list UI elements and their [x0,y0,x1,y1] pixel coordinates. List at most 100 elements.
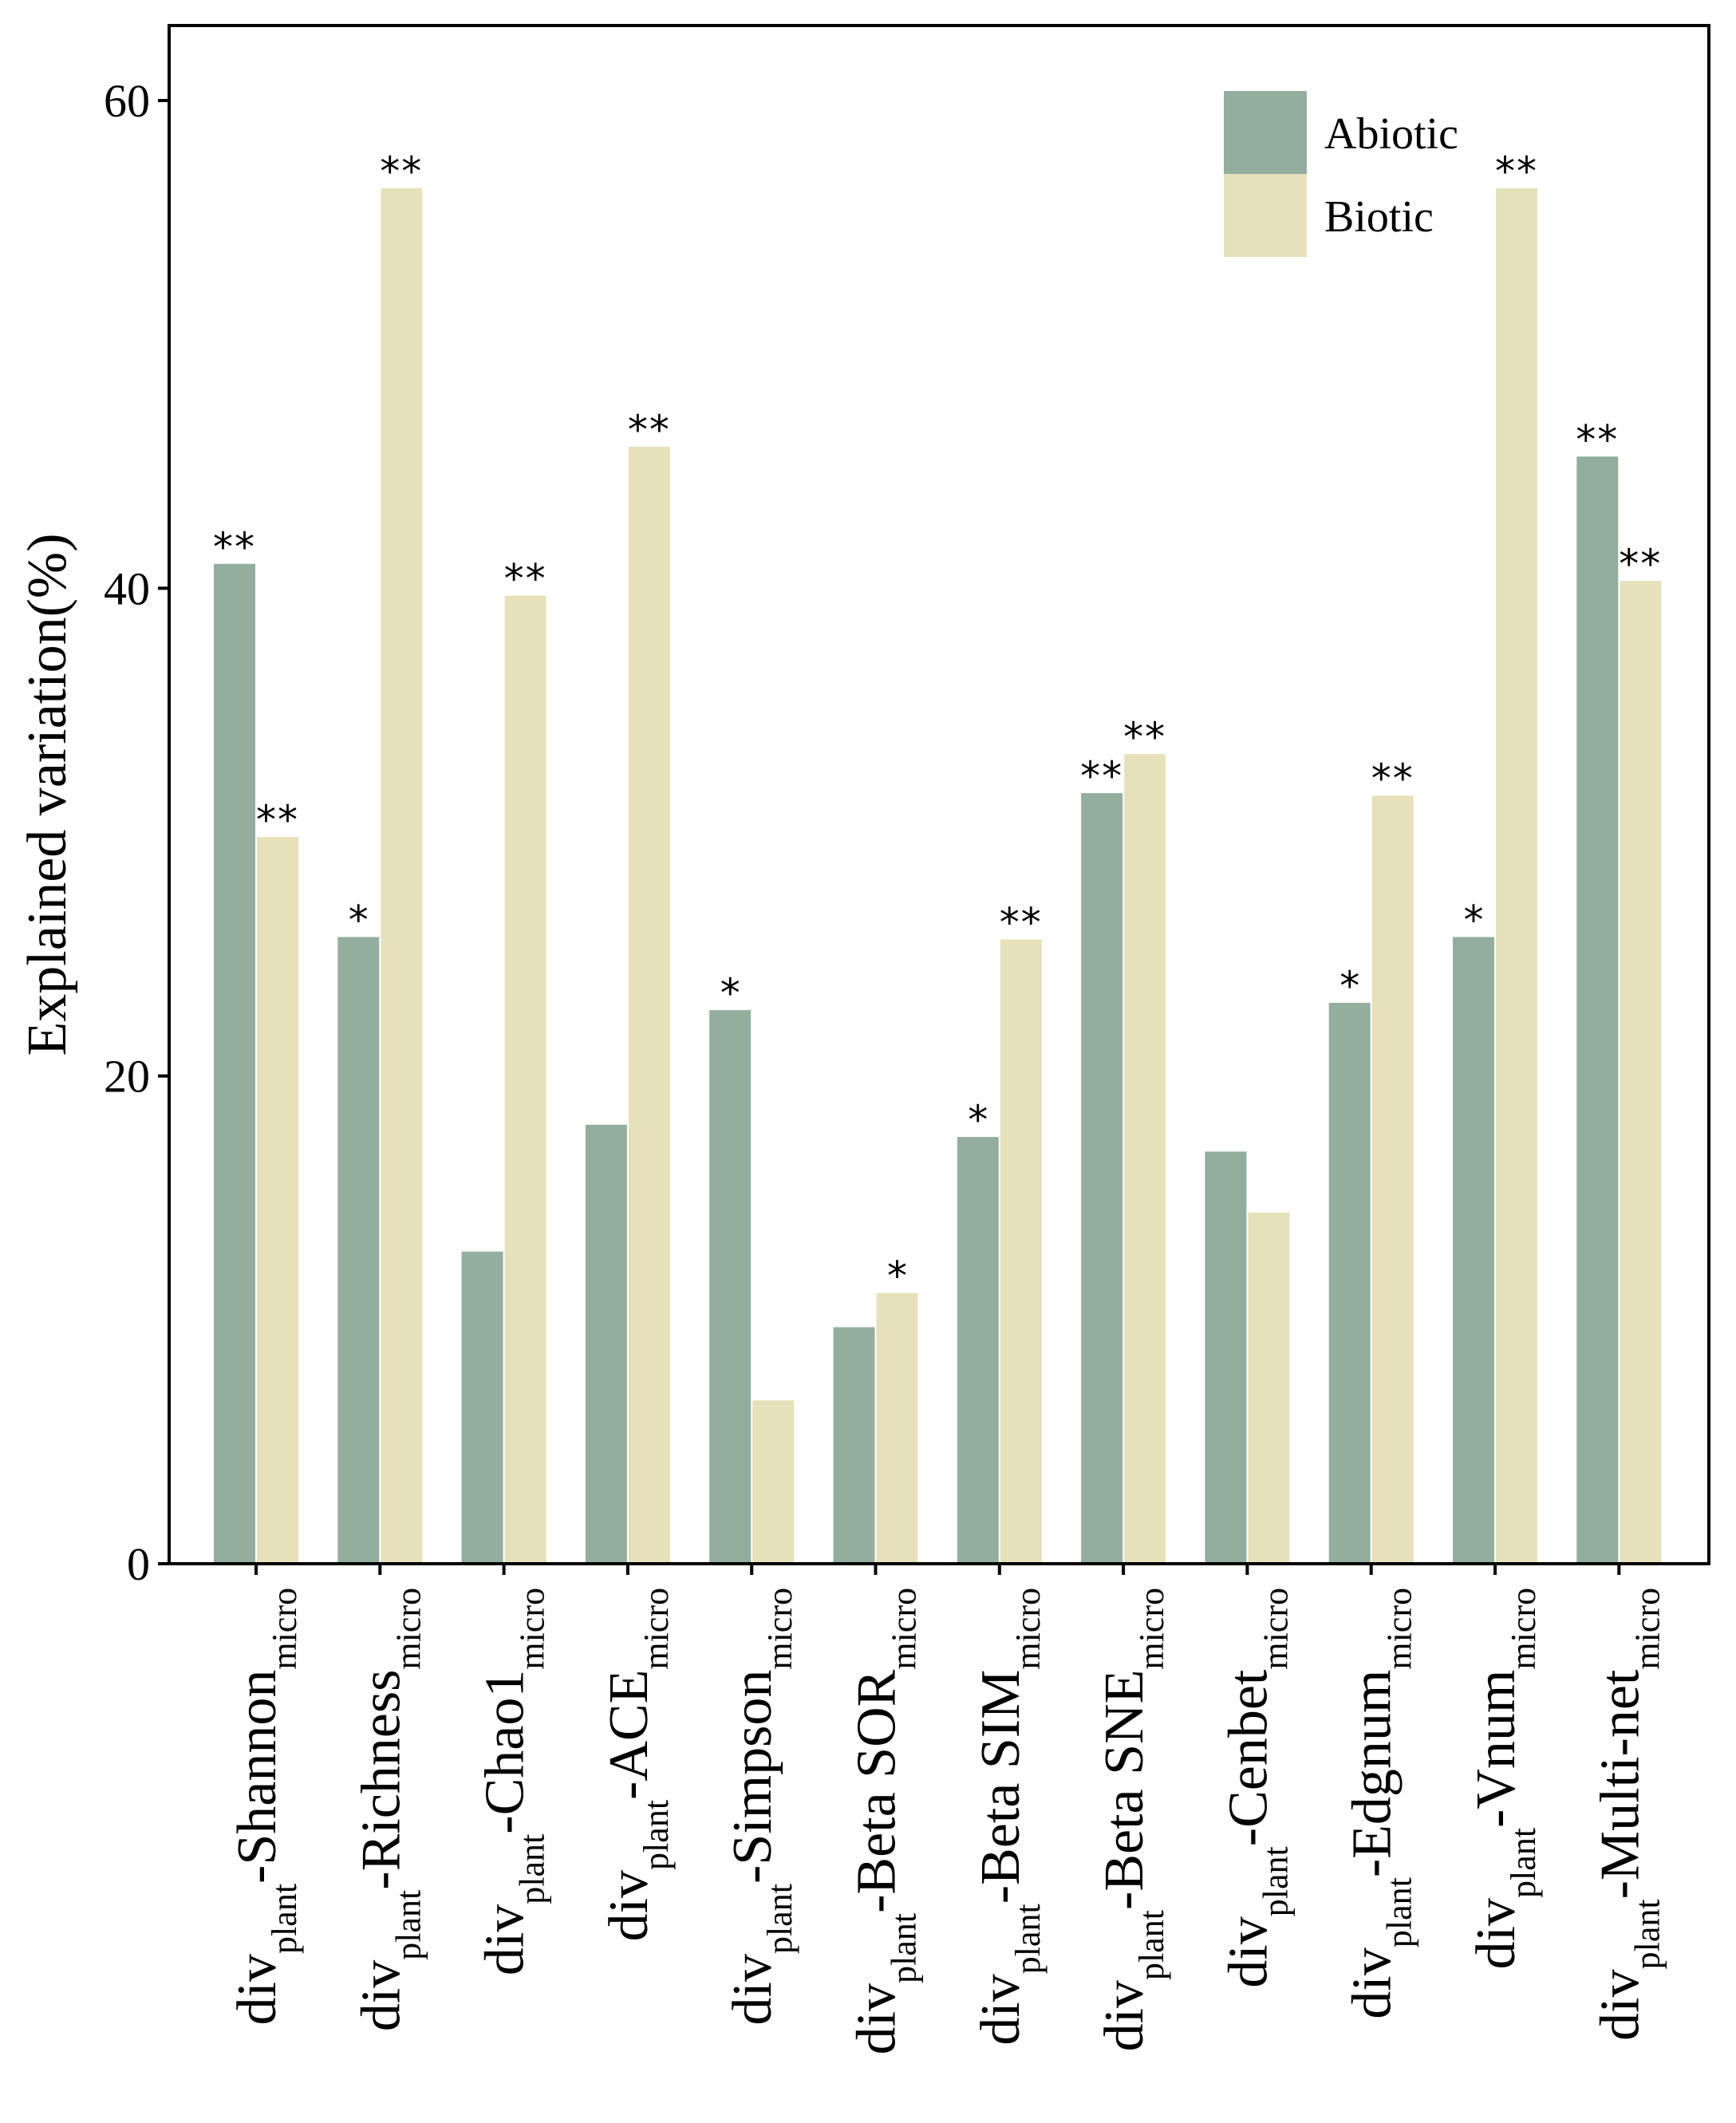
legend-label-abiotic: Abiotic [1324,109,1458,159]
bar-biotic-2 [504,595,546,1564]
bar-abiotic-0 [214,563,255,1565]
bar-abiotic-9 [1328,1002,1371,1564]
x-label-part-sub2: micro [1380,1588,1419,1670]
bar-abiotic-4 [709,1010,752,1564]
x-tick-label-text-0: divplant-Shannonmicro [227,1588,304,2025]
x-label-part-sub1: plant [1132,1910,1171,1980]
x-tick-label-4: divplant-Simpsonmicro [722,1588,799,2025]
y-tick-label-20: 20 [104,1051,150,1103]
x-label-part-mid: -Beta SOR [846,1669,908,1913]
x-tick-label-9: divplant-Edgnummicro [1342,1588,1419,2019]
x-tick-label-text-3: divplant-ACEmicro [598,1588,676,1941]
y-tick-label-40: 40 [104,562,150,614]
x-tick-label-6: divplant-Beta SIMmicro [970,1588,1048,2046]
legend-swatch-abiotic [1224,91,1307,174]
y-tick-label-0: 0 [127,1538,150,1590]
x-label-part-sub1: plant [265,1884,304,1954]
x-tick-label-text-9: divplant-Edgnummicro [1342,1588,1419,2019]
x-tick-label-0: divplant-Shannonmicro [227,1588,304,2025]
x-label-part-sub1: plant [513,1834,552,1904]
bar-abiotic-8 [1205,1151,1247,1564]
x-tick-label-text-1: divplant-Richnessmicro [350,1588,428,2031]
sig-label-biotic-6: ** [1000,899,1043,945]
x-axis: divplant-Shannonmicrodivplant-Richnessmi… [227,1564,1667,2054]
bar-biotic-5 [876,1292,918,1564]
x-tick-label-10: divplant-Vnummicro [1466,1588,1543,1969]
x-label-part-mid: -Vnum [1466,1670,1527,1828]
bar-abiotic-6 [957,1137,999,1564]
x-label-part-sub2: micro [1256,1588,1295,1670]
x-label-part-sub2: micro [513,1588,552,1670]
bar-abiotic-5 [833,1327,875,1564]
sig-label-abiotic-6: * [968,1097,988,1143]
x-tick-label-7: divplant-Beta SNEmicro [1094,1588,1171,2051]
sig-label-biotic-10: ** [1495,148,1538,195]
x-label-part-prefix: div [1217,1916,1279,1987]
x-label-part-mid: -ACE [598,1670,660,1800]
bar-biotic-11 [1620,581,1662,1564]
sig-label-abiotic-11: ** [1576,416,1619,463]
x-tick-label-text-2: divplant-Chao1micro [475,1588,552,1975]
x-label-part-sub2: micro [885,1588,924,1670]
sig-label-abiotic-9: * [1339,963,1359,1009]
x-label-part-mid: -Simpson [722,1670,783,1884]
x-label-part-prefix: div [475,1904,536,1975]
sig-label-biotic-3: ** [628,407,671,453]
x-label-part-sub2: micro [389,1588,428,1670]
bar-biotic-10 [1496,188,1537,1564]
x-label-part-mid: -Richness [350,1670,412,1890]
sig-label-biotic-9: ** [1371,756,1414,802]
bar-abiotic-2 [461,1251,503,1564]
sig-label-biotic-11: ** [1619,541,1662,587]
x-label-part-sub2: micro [1008,1588,1048,1670]
x-label-part-prefix: div [227,1954,288,2025]
x-tick-label-3: divplant-ACEmicro [598,1588,676,1941]
bar-biotic-6 [1000,939,1042,1564]
bar-abiotic-11 [1576,456,1619,1564]
sig-label-biotic-5: * [887,1253,907,1300]
x-label-part-sub1: plant [760,1884,799,1954]
y-axis-label: Explained variation(%) [17,533,78,1056]
y-tick-label-60: 60 [104,75,150,127]
legend-swatch-biotic [1224,174,1307,257]
x-label-part-sub2: micro [1504,1588,1543,1670]
bar-abiotic-3 [585,1124,627,1564]
x-label-part-prefix: div [1589,1969,1651,2040]
bar-biotic-0 [257,837,298,1564]
x-label-part-sub1: plant [1256,1846,1295,1916]
x-label-part-mid: -Cenbet [1217,1669,1279,1846]
bar-biotic-7 [1124,754,1166,1564]
x-label-part-sub1: plant [1628,1899,1667,1969]
bar-abiotic-7 [1081,793,1123,1564]
x-label-part-mid: -Chao1 [475,1670,536,1834]
x-label-part-prefix: div [722,1954,783,2025]
bar-biotic-9 [1371,795,1414,1564]
x-tick-label-text-10: divplant-Vnummicro [1466,1588,1543,1969]
x-label-part-sub1: plant [1504,1828,1543,1898]
x-label-part-sub2: micro [1628,1588,1667,1670]
x-label-part-prefix: div [350,1960,412,2031]
x-label-part-sub2: micro [760,1588,799,1670]
legend: Abiotic Biotic [1224,91,1458,257]
sig-label-biotic-0: ** [256,797,299,843]
bar-abiotic-1 [337,937,380,1564]
x-label-part-sub1: plant [1380,1877,1419,1947]
x-label-part-prefix: div [970,1974,1032,2045]
sig-label-biotic-1: ** [380,148,423,195]
x-tick-label-text-4: divplant-Simpsonmicro [722,1588,799,2025]
bar-biotic-4 [752,1400,795,1564]
sig-label-biotic-7: ** [1123,714,1166,760]
sig-label-abiotic-0: ** [213,524,256,570]
sig-label-abiotic-4: * [720,970,740,1016]
x-label-part-prefix: div [1342,1947,1403,2018]
plot-frame [168,24,1710,1565]
sig-label-abiotic-10: * [1464,897,1484,943]
x-tick-label-text-6: divplant-Beta SIMmicro [970,1588,1048,2046]
legend-label-biotic: Biotic [1324,192,1434,242]
x-tick-label-11: divplant-Multi-netmicro [1589,1588,1667,2041]
x-tick-label-text-5: divplant-Beta SORmicro [846,1588,924,2054]
x-tick-label-2: divplant-Chao1micro [475,1588,552,1975]
bars-layer: ****************************** [213,148,1662,1565]
bar-biotic-1 [381,188,423,1564]
